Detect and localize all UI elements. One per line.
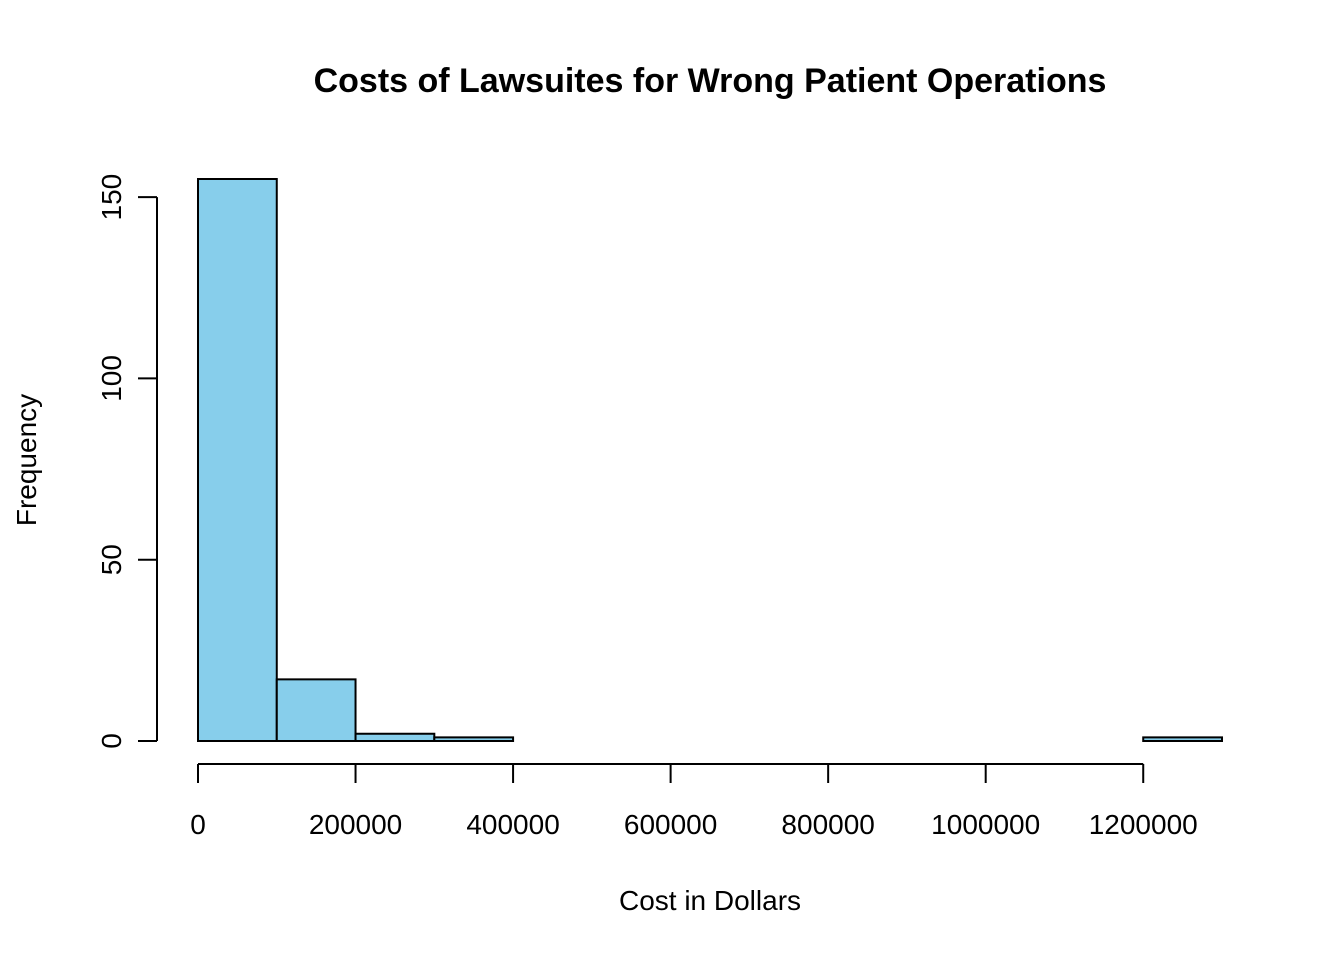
y-tick-label-3: 150	[96, 174, 127, 221]
chart-title: Costs of Lawsuites for Wrong Patient Ope…	[314, 62, 1107, 100]
y-tick-label-0: 0	[96, 733, 127, 749]
x-tick-label-4: 800000	[781, 809, 874, 840]
histogram-bar-3	[433, 736, 515, 743]
y-tick-label-1: 50	[96, 544, 127, 575]
bars-layer	[197, 178, 1223, 743]
x-tick-label-2: 400000	[466, 809, 559, 840]
y-axis-label: Frequency	[11, 394, 42, 526]
x-tick-label-6: 1200000	[1089, 809, 1198, 840]
x-tick-label-1: 200000	[309, 809, 402, 840]
y-tick-label-2: 100	[96, 355, 127, 402]
histogram-bar-12	[1142, 736, 1223, 743]
x-axis: 0 200000 400000 600000 800000 1000000 1200000	[190, 763, 1198, 840]
histogram-bar-2	[354, 732, 436, 743]
histogram-bar-0	[197, 178, 278, 742]
x-tick-label-0: 0	[190, 809, 206, 840]
histogram-bar-1	[275, 678, 357, 742]
x-tick-label-5: 1000000	[931, 809, 1040, 840]
x-tick-label-3: 600000	[624, 809, 717, 840]
y-axis: 0 50 100 150	[96, 174, 158, 749]
x-axis-label: Cost in Dollars	[619, 885, 801, 916]
